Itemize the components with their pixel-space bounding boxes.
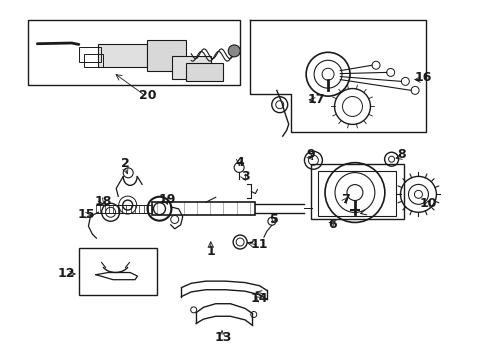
Text: 7: 7 bbox=[341, 193, 349, 206]
Text: 15: 15 bbox=[77, 208, 95, 221]
Bar bbox=[318, 171, 396, 216]
Text: 11: 11 bbox=[251, 238, 269, 251]
Bar bbox=[79, 47, 101, 62]
Text: 20: 20 bbox=[139, 89, 156, 102]
Bar bbox=[147, 40, 186, 71]
Text: 10: 10 bbox=[419, 197, 437, 210]
Bar bbox=[84, 54, 103, 67]
Text: 14: 14 bbox=[251, 292, 269, 305]
Text: 1: 1 bbox=[206, 245, 215, 258]
Text: 8: 8 bbox=[397, 148, 406, 161]
Bar bbox=[152, 202, 255, 215]
Bar bbox=[186, 63, 223, 81]
Text: 2: 2 bbox=[121, 157, 130, 170]
Text: 17: 17 bbox=[307, 93, 324, 106]
Text: 13: 13 bbox=[214, 331, 232, 344]
Text: 19: 19 bbox=[158, 193, 175, 206]
Text: 3: 3 bbox=[241, 170, 249, 183]
Bar bbox=[311, 164, 404, 220]
Text: 4: 4 bbox=[236, 156, 245, 168]
Text: 12: 12 bbox=[58, 267, 75, 280]
Text: 5: 5 bbox=[270, 213, 279, 226]
Circle shape bbox=[228, 45, 240, 57]
Text: 16: 16 bbox=[415, 71, 432, 84]
Text: 6: 6 bbox=[329, 218, 337, 231]
Bar bbox=[172, 56, 211, 79]
Text: 9: 9 bbox=[307, 148, 315, 161]
Bar bbox=[27, 21, 240, 85]
Bar bbox=[79, 248, 157, 295]
Bar bbox=[98, 44, 147, 67]
Text: 18: 18 bbox=[95, 195, 112, 208]
